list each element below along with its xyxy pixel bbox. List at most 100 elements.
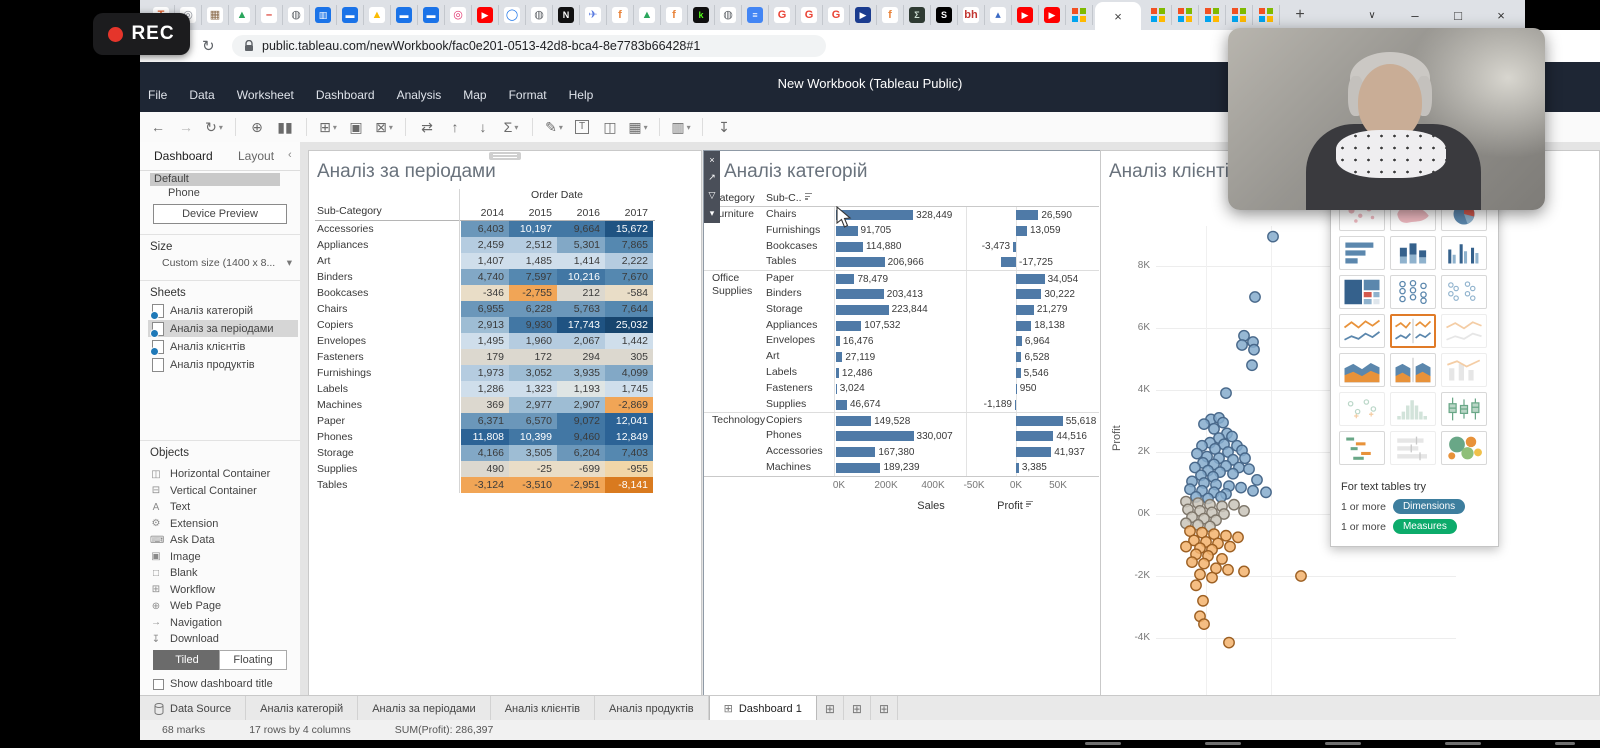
- zone-periods[interactable]: Аналіз за періодами Order Date Sub-Categ…: [308, 150, 702, 696]
- showme-tile-scatter[interactable]: [1339, 392, 1385, 426]
- table-cell[interactable]: -3,124: [461, 477, 509, 493]
- scatter-point[interactable]: [1226, 430, 1238, 443]
- table-cell[interactable]: 10,216: [557, 269, 605, 285]
- profit-bar[interactable]: [1016, 431, 1054, 442]
- tab-kick[interactable]: k: [688, 5, 715, 25]
- object-item-extension[interactable]: ⚙ Extension: [150, 516, 296, 532]
- highlight-button[interactable]: ✎ ▾: [545, 118, 563, 135]
- scatter-point[interactable]: [1194, 568, 1206, 581]
- scatter-point[interactable]: [1251, 473, 1263, 486]
- table-cell[interactable]: 2,512: [509, 237, 557, 253]
- showme-tile-lines-discrete[interactable]: [1390, 314, 1436, 348]
- tab-film[interactable]: ▶: [850, 5, 877, 25]
- table-cell[interactable]: 1,960: [509, 333, 557, 349]
- scatter-point[interactable]: [1198, 418, 1210, 430]
- object-item-blank[interactable]: □ Blank: [150, 565, 296, 581]
- scatter-point[interactable]: [1243, 463, 1255, 475]
- object-item-horizontal-container[interactable]: ◫ Horizontal Container: [150, 466, 296, 482]
- fix-axes-button[interactable]: ◫: [603, 118, 617, 135]
- tab-sheet[interactable]: Аналіз продуктів: [595, 696, 709, 721]
- tab-black[interactable]: S: [931, 5, 958, 25]
- sales-bar[interactable]: [836, 320, 862, 331]
- sort-ascending-button[interactable]: ↑: [451, 119, 459, 135]
- sidebar-sheet-item[interactable]: Аналіз категорій: [148, 302, 298, 320]
- tab-firefox3[interactable]: f: [877, 5, 904, 25]
- table-cell[interactable]: 2,067: [557, 333, 605, 349]
- table-cell[interactable]: 2,977: [509, 397, 557, 413]
- totals-button[interactable]: Σ ▾: [503, 119, 519, 135]
- tab-trello[interactable]: ▥: [310, 5, 337, 25]
- bar-row[interactable]: Phones 330,007 44,516: [704, 428, 1099, 444]
- bar-row[interactable]: Bookcases 114,880 -3,473: [704, 239, 1099, 255]
- object-item-ask-data[interactable]: ⌨ Ask Data: [150, 532, 296, 548]
- tab-rocket[interactable]: ✈: [580, 5, 607, 25]
- table-cell[interactable]: 1,973: [461, 365, 509, 381]
- active-browser-tab[interactable]: ×: [1095, 2, 1141, 30]
- table-cell[interactable]: -2,869: [605, 397, 653, 413]
- device-default[interactable]: Default: [150, 173, 280, 186]
- scatter-point[interactable]: [1206, 571, 1218, 584]
- table-cell[interactable]: 369: [461, 397, 509, 413]
- table-cell[interactable]: 6,228: [509, 301, 557, 317]
- sales-bar[interactable]: [836, 289, 884, 299]
- menu-data[interactable]: Data: [189, 88, 215, 102]
- profit-bar[interactable]: [1016, 274, 1045, 285]
- use-as-filter-icon[interactable]: ▽: [708, 190, 716, 201]
- maximize-button[interactable]: □: [1454, 7, 1462, 23]
- table-cell[interactable]: 294: [557, 349, 605, 365]
- table-cell[interactable]: 212: [557, 285, 605, 301]
- table-cell[interactable]: 6,204: [557, 445, 605, 461]
- bar-row[interactable]: Storage 223,844 21,279: [704, 302, 1099, 318]
- tab-edge1[interactable]: [1066, 5, 1093, 25]
- profit-bar[interactable]: [1016, 462, 1019, 473]
- profit-bar[interactable]: [1016, 320, 1032, 331]
- tab-data-source[interactable]: Data Source: [140, 696, 247, 721]
- tab-sheet[interactable]: Аналіз за періодами: [358, 696, 491, 721]
- tab-layout[interactable]: Layout: [238, 149, 275, 163]
- scatter-point[interactable]: [1235, 481, 1247, 494]
- tab-firefox[interactable]: f: [607, 5, 634, 25]
- table-cell[interactable]: 6,570: [509, 413, 557, 429]
- object-item-text[interactable]: A Text: [150, 499, 296, 515]
- sales-bar[interactable]: [836, 336, 840, 347]
- tab-edu[interactable]: ▴: [985, 5, 1012, 25]
- table-cell[interactable]: 12,041: [605, 413, 653, 429]
- scatter-point[interactable]: [1198, 618, 1210, 630]
- showme-tile-side-by-side-circles[interactable]: [1441, 275, 1487, 309]
- table-cell[interactable]: -3,510: [509, 477, 557, 493]
- zone-drag-handle[interactable]: [489, 152, 521, 160]
- new-story-tab-button[interactable]: ⊞: [871, 696, 899, 721]
- tab-edge3[interactable]: [1172, 5, 1199, 25]
- table-cell[interactable]: 4,166: [461, 445, 509, 461]
- menu-help[interactable]: Help: [568, 88, 594, 102]
- profit-bar[interactable]: [1016, 210, 1039, 220]
- scatter-point[interactable]: [1218, 508, 1230, 520]
- table-cell[interactable]: 5,301: [557, 237, 605, 253]
- undo-button[interactable]: ←: [151, 119, 165, 135]
- showme-tile-histogram[interactable]: [1390, 392, 1436, 426]
- sidebar-sheet-item[interactable]: Аналіз клієнтів: [148, 338, 298, 356]
- tab-youtube[interactable]: ▶: [472, 5, 499, 25]
- fit-button[interactable]: ▥ ▾: [671, 118, 691, 135]
- table-cell[interactable]: -2,951: [557, 477, 605, 493]
- scatter-point[interactable]: [1223, 636, 1235, 649]
- scatter-point[interactable]: [1238, 565, 1250, 578]
- close-button[interactable]: ×: [1497, 7, 1505, 23]
- sales-bar[interactable]: [836, 225, 858, 236]
- tab-bh[interactable]: bh: [958, 5, 985, 25]
- scatter-point[interactable]: [1238, 504, 1250, 517]
- profit-bar[interactable]: [1016, 304, 1034, 315]
- object-item-vertical-container[interactable]: ⊟ Vertical Container: [150, 483, 296, 499]
- scatter-point[interactable]: [1220, 529, 1232, 542]
- table-cell[interactable]: 7,865: [605, 237, 653, 253]
- table-cell[interactable]: 7,597: [509, 269, 557, 285]
- sort-icon[interactable]: [1025, 500, 1035, 509]
- table-cell[interactable]: 179: [461, 349, 509, 365]
- sales-bar[interactable]: [836, 383, 837, 394]
- showme-tile-circle-views[interactable]: [1390, 275, 1436, 309]
- table-cell[interactable]: 5,763: [557, 301, 605, 317]
- sidebar-sheet-item[interactable]: Аналіз продуктів: [148, 356, 298, 373]
- new-data-source-button[interactable]: ⊕: [251, 118, 263, 135]
- table-cell[interactable]: 9,460: [557, 429, 605, 445]
- table-cell[interactable]: 6,955: [461, 301, 509, 317]
